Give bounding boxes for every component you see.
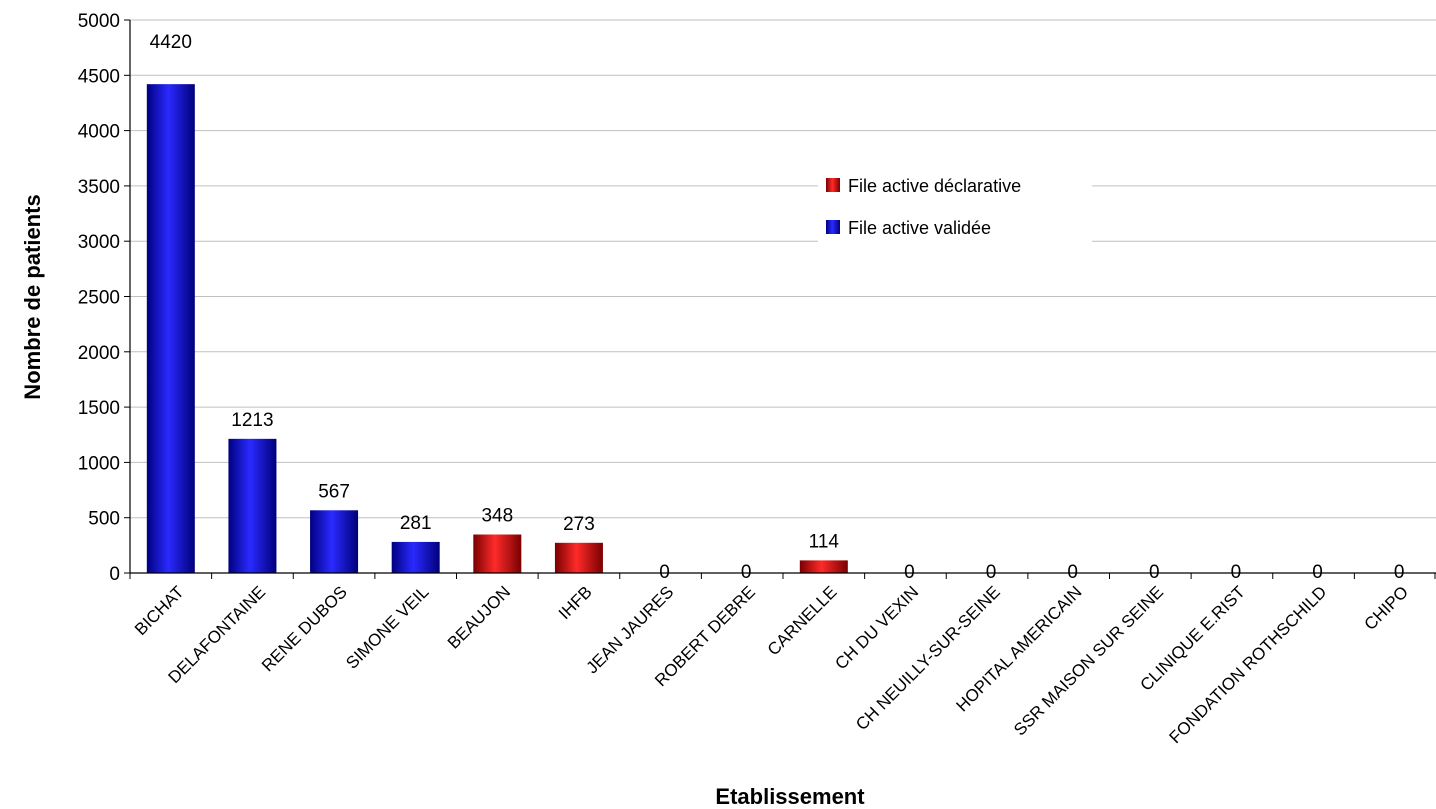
- bar: [799, 560, 848, 573]
- data-label: 114: [809, 531, 840, 552]
- category-label: RENE DUBOS: [258, 582, 351, 675]
- legend-swatch: [826, 220, 840, 234]
- y-tick-label: 1500: [78, 398, 120, 419]
- data-label: 281: [400, 513, 432, 534]
- data-label: 0: [1231, 562, 1242, 583]
- legend-box: [818, 165, 1092, 245]
- bar: [391, 541, 440, 573]
- y-tick-label: 2000: [78, 343, 120, 364]
- category-label: JEAN JAURES: [582, 582, 677, 677]
- data-label: 0: [1067, 562, 1078, 583]
- legend-label: File active déclarative: [848, 176, 1021, 196]
- data-label: 567: [318, 481, 350, 502]
- category-label: CHIPO: [1361, 582, 1413, 634]
- category-label: IHFB: [555, 582, 596, 623]
- y-axis-title: Nombre de patients: [20, 194, 45, 399]
- legend-swatch: [826, 178, 840, 192]
- data-label: 0: [1394, 562, 1405, 583]
- bar: [228, 438, 277, 573]
- bar: [146, 84, 195, 573]
- data-label: 4420: [150, 32, 192, 53]
- y-tick-label: 3500: [78, 177, 120, 198]
- y-tick-label: 500: [88, 509, 120, 530]
- y-axis-ticks: 0 500 1000 1500 2000 2500 3000 3500 4000 4500 5000: [78, 11, 1436, 585]
- x-axis-title: Etablissement: [715, 784, 865, 809]
- category-label: FONDATION ROTHSCHILD: [1166, 582, 1331, 747]
- bar: [473, 534, 522, 573]
- y-tick-label: 5000: [78, 11, 120, 32]
- category-label: CARNELLE: [764, 582, 841, 659]
- y-tick-label: 1000: [78, 453, 120, 474]
- category-label: CH NEUILLY-SUR-SEINE: [852, 582, 1004, 734]
- gridlines: [130, 19, 1436, 519]
- y-tick-label: 0: [109, 564, 120, 585]
- bar: [554, 542, 603, 573]
- legend-label: File active validée: [848, 218, 991, 238]
- data-labels: 4420 1213 567 281 348 273 0 0 114 0 0 0 0 0 0 0: [150, 32, 1405, 583]
- y-tick-label: 4000: [78, 122, 120, 143]
- category-label: SIMONE VEIL: [342, 582, 432, 672]
- y-tick-label: 2500: [78, 288, 120, 309]
- category-label: CH DU VEXIN: [831, 582, 922, 673]
- data-label: 0: [741, 562, 752, 583]
- category-label: BICHAT: [131, 582, 188, 639]
- bar: [310, 510, 359, 573]
- data-label: 0: [904, 562, 915, 583]
- bars: [146, 84, 848, 573]
- category-label: SSR MAISON SUR SEINE: [1010, 582, 1167, 739]
- data-label: 0: [1149, 562, 1160, 583]
- category-label: BEAUJON: [444, 582, 514, 652]
- data-label: 0: [1312, 562, 1323, 583]
- data-label: 0: [659, 562, 670, 583]
- data-label: 0: [986, 562, 997, 583]
- y-tick-label: 4500: [78, 66, 120, 87]
- data-label: 1213: [231, 410, 273, 431]
- y-tick-label: 3000: [78, 232, 120, 253]
- data-label: 273: [563, 514, 595, 535]
- legend: File active déclarative File active valid…: [818, 165, 1092, 245]
- data-label: 348: [481, 506, 513, 527]
